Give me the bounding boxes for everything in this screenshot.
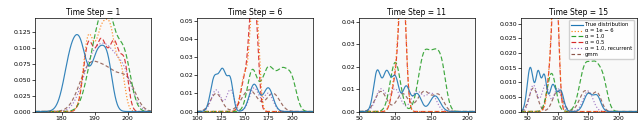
Title: Time Step = 15: Time Step = 15 — [549, 8, 609, 17]
Title: Time Step = 11: Time Step = 11 — [387, 8, 447, 17]
Title: Time Step = 6: Time Step = 6 — [228, 8, 282, 17]
Legend: True distribution, α = 1e − 6, α = 1.0, α = 0.5, α = 1.0, recurrent, gmm: True distribution, α = 1e − 6, α = 1.0, … — [569, 20, 634, 59]
Title: Time Step = 1: Time Step = 1 — [66, 8, 120, 17]
